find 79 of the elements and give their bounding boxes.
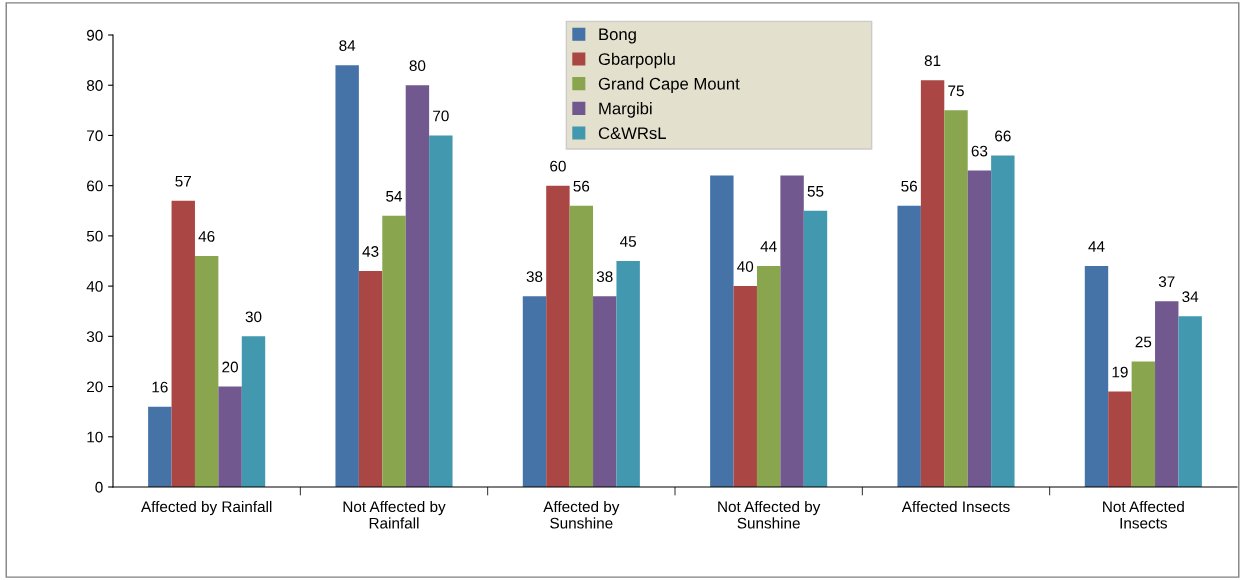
bar bbox=[241, 336, 266, 487]
y-tick-label: 50 bbox=[86, 230, 103, 242]
bar bbox=[710, 175, 734, 487]
bar bbox=[171, 200, 195, 487]
data-label: 56 bbox=[901, 180, 917, 192]
data-label: 43 bbox=[362, 246, 379, 257]
bar bbox=[944, 110, 968, 487]
data-label: 30 bbox=[245, 311, 262, 323]
x-tick-label: Not Affected by Rainfall bbox=[343, 500, 446, 529]
bar bbox=[733, 286, 757, 487]
bar bbox=[897, 205, 921, 487]
bar bbox=[1108, 391, 1132, 487]
data-label: 38 bbox=[596, 271, 613, 283]
legend-label: Gbarpoplu bbox=[598, 52, 675, 69]
data-label: 75 bbox=[948, 85, 964, 97]
x-tick-label: Affected Insects bbox=[901, 500, 1010, 513]
bar bbox=[967, 170, 992, 487]
data-label: 55 bbox=[807, 185, 824, 197]
data-label: 80 bbox=[409, 60, 426, 72]
data-label: 54 bbox=[386, 191, 403, 202]
y-tick-label: 10 bbox=[87, 431, 103, 443]
data-label: 19 bbox=[1112, 366, 1128, 378]
data-label: 44 bbox=[1088, 241, 1105, 252]
bar bbox=[920, 80, 945, 487]
bar bbox=[358, 271, 383, 487]
data-label: 84 bbox=[339, 40, 356, 51]
legend-label: C&WRsL bbox=[598, 127, 666, 140]
y-tick-label: 40 bbox=[86, 280, 103, 292]
bar bbox=[756, 266, 781, 487]
x-tick-label: Affected by Rainfall bbox=[141, 500, 272, 516]
bar bbox=[780, 175, 804, 487]
y-tick-label: 20 bbox=[87, 381, 103, 393]
data-label: 81 bbox=[924, 55, 941, 67]
x-tick-label: Not Affected by Sunshine bbox=[718, 500, 821, 529]
y-tick-label: 80 bbox=[86, 80, 103, 91]
bar bbox=[1131, 361, 1156, 487]
x-tick-label: Affected by Sunshine bbox=[543, 500, 620, 529]
data-label: 45 bbox=[620, 236, 637, 247]
bar bbox=[569, 205, 594, 487]
bar bbox=[218, 386, 242, 487]
bar bbox=[194, 255, 219, 487]
bar bbox=[803, 210, 828, 487]
data-label: 16 bbox=[152, 381, 168, 393]
y-tick-label: 90 bbox=[87, 29, 103, 41]
y-tick-label: 70 bbox=[87, 130, 103, 142]
data-label: 57 bbox=[175, 175, 191, 187]
bar bbox=[148, 406, 172, 487]
bar bbox=[1155, 301, 1179, 487]
bar bbox=[1178, 316, 1202, 487]
legend-label: Bong bbox=[599, 28, 636, 44]
data-label: 60 bbox=[550, 160, 566, 172]
x-tick-label: Not Affected Insects bbox=[1103, 500, 1184, 529]
y-tick-label: 60 bbox=[87, 180, 103, 192]
bar bbox=[593, 296, 617, 487]
bar bbox=[335, 65, 359, 487]
y-tick-label: 0 bbox=[95, 481, 103, 493]
bar bbox=[382, 215, 406, 487]
legend-label: Grand Cape Mount bbox=[598, 77, 740, 93]
bar bbox=[522, 296, 547, 487]
bar bbox=[1084, 266, 1109, 487]
data-label: 38 bbox=[526, 271, 543, 283]
data-label: 66 bbox=[995, 130, 1011, 142]
bar bbox=[991, 155, 1015, 487]
data-label: 20 bbox=[222, 361, 238, 373]
data-label: 70 bbox=[433, 110, 449, 122]
bar bbox=[405, 85, 430, 487]
data-label: 44 bbox=[760, 241, 777, 252]
data-label: 25 bbox=[1135, 336, 1152, 348]
data-label: 40 bbox=[737, 261, 754, 272]
data-label: 63 bbox=[971, 145, 988, 157]
data-label: 56 bbox=[573, 180, 590, 192]
data-label: 34 bbox=[1182, 291, 1199, 303]
bar bbox=[546, 185, 570, 487]
data-label: 46 bbox=[198, 231, 215, 242]
bar bbox=[429, 135, 453, 487]
legend-label: Margibi bbox=[599, 102, 652, 118]
bar bbox=[616, 261, 640, 487]
data-label: 37 bbox=[1158, 276, 1175, 288]
y-tick-label: 30 bbox=[86, 331, 103, 343]
